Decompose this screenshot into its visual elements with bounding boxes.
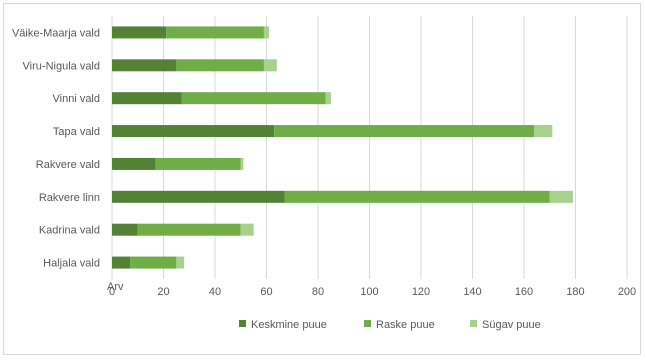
bar-keskmine-puue xyxy=(112,26,167,39)
bar-sugav-puue xyxy=(240,157,244,170)
legend-swatch xyxy=(239,320,246,327)
bar-keskmine-puue xyxy=(112,190,285,203)
bar-sugav-puue xyxy=(176,256,185,269)
bar-sugav-puue xyxy=(263,26,270,39)
category-label: Haljala vald xyxy=(43,258,100,270)
legend: Keskmine puue Raske puue Sügav puue xyxy=(239,319,541,331)
x-tick-label: 120 xyxy=(412,286,430,298)
x-tick-label: 0 xyxy=(109,286,115,298)
x-axis-title: Arv xyxy=(107,281,124,293)
bar-sugav-puue xyxy=(549,190,573,203)
x-tick-label: 140 xyxy=(463,286,481,298)
bar-raske-puue xyxy=(181,92,326,105)
bar-raske-puue xyxy=(274,125,535,138)
bar-sugav-puue xyxy=(240,223,254,236)
chart-area: Haljala vald Kadrina vald Rakvere linn Rakv… xyxy=(3,3,641,355)
x-tick-label: 180 xyxy=(566,286,584,298)
bar-keskmine-puue xyxy=(112,125,275,138)
bar-raske-puue xyxy=(155,157,241,170)
bar-raske-puue xyxy=(166,26,264,39)
category-label: Kadrina vald xyxy=(39,225,100,237)
legend-swatch xyxy=(364,320,371,327)
x-tick-label: 100 xyxy=(360,286,378,298)
legend-label: Keskmine puue xyxy=(251,319,327,331)
x-tick-label: 80 xyxy=(312,286,324,298)
bar-sugav-puue xyxy=(534,125,553,138)
x-tick-label: 160 xyxy=(515,286,533,298)
bar-raske-puue xyxy=(130,256,177,269)
bar-keskmine-puue xyxy=(112,59,177,72)
x-tick-label: 20 xyxy=(157,286,169,298)
category-label: Rakvere vald xyxy=(36,159,100,171)
x-tick-labels: 0 20 40 60 80 100 120 140 160 180 200 xyxy=(109,286,636,298)
bars xyxy=(112,26,573,269)
category-label: Viru-Nigula vald xyxy=(23,60,100,72)
bar-keskmine-puue xyxy=(112,92,182,105)
category-label: Väike-Maarja vald xyxy=(12,27,100,39)
legend-label: Sügav puue xyxy=(482,319,541,331)
bar-sugav-puue xyxy=(263,59,277,72)
legend-label: Raske puue xyxy=(376,319,435,331)
bar-raske-puue xyxy=(176,59,264,72)
stacked-bar-chart: Haljala vald Kadrina vald Rakvere linn Rakv… xyxy=(12,16,636,331)
bar-sugav-puue xyxy=(325,92,331,105)
x-tick-label: 200 xyxy=(618,286,636,298)
bar-keskmine-puue xyxy=(112,223,138,236)
category-label: Tapa vald xyxy=(53,126,100,138)
gridlines xyxy=(111,16,628,279)
bar-raske-puue xyxy=(284,190,550,203)
x-tick-label: 60 xyxy=(260,286,272,298)
category-label: Rakvere linn xyxy=(39,192,100,204)
category-label: Vinni vald xyxy=(53,93,101,105)
bar-keskmine-puue xyxy=(112,157,156,170)
x-tick-label: 40 xyxy=(209,286,221,298)
bar-raske-puue xyxy=(137,223,241,236)
category-labels: Haljala vald Kadrina vald Rakvere linn Rakv… xyxy=(12,27,100,269)
legend-swatch xyxy=(470,320,477,327)
bar-keskmine-puue xyxy=(112,256,131,269)
